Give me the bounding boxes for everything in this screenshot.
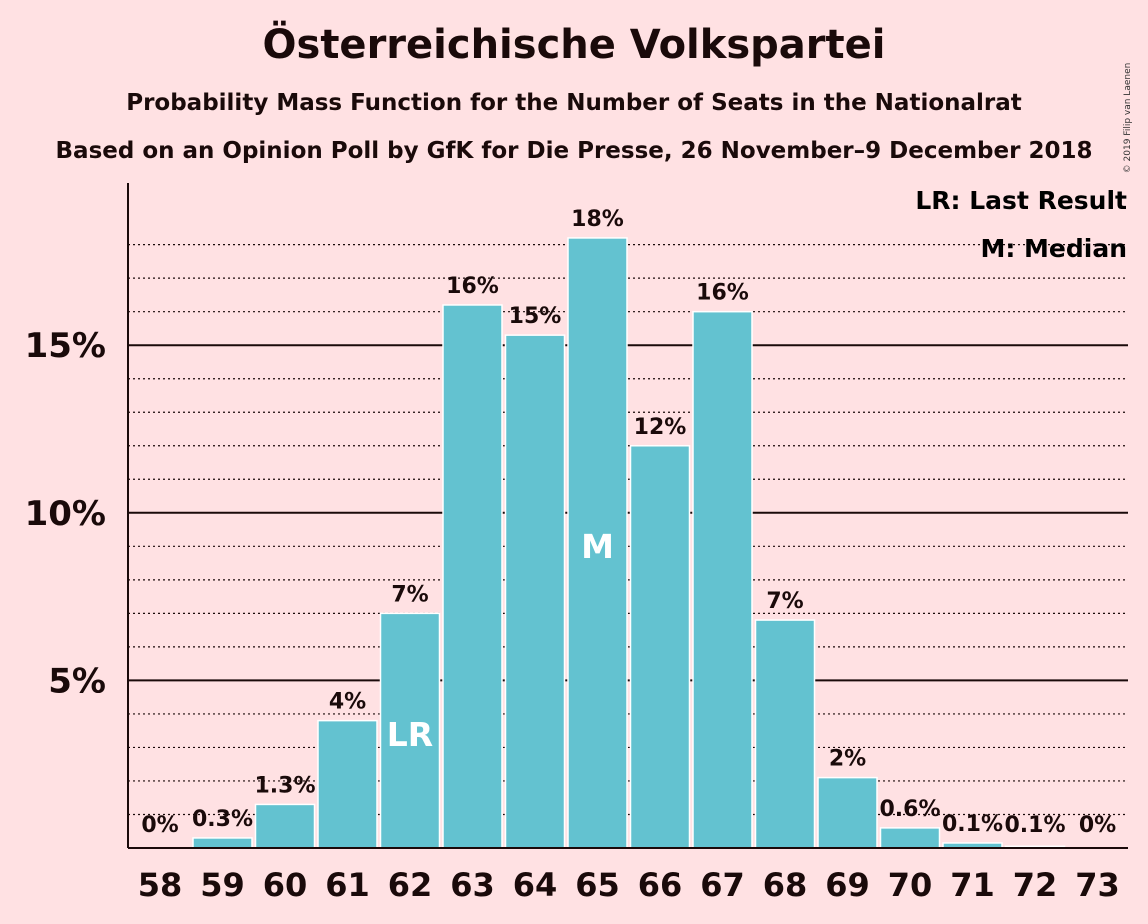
chart-subtitle: Probability Mass Function for the Number… <box>126 90 1022 116</box>
x-tick-label: 62 <box>388 866 433 904</box>
bar-seat-66 <box>629 445 691 849</box>
data-label: 0.1% <box>942 812 1003 837</box>
bar-seat-59 <box>192 837 253 849</box>
median-marker: M <box>581 527 614 566</box>
bar-seat-67 <box>692 310 753 849</box>
x-tick-label: 72 <box>1013 866 1058 904</box>
x-tick-label: 66 <box>638 866 683 904</box>
x-tick-label: 59 <box>200 866 245 904</box>
x-tick-label: 73 <box>1075 866 1120 904</box>
bar-seat-68 <box>754 619 816 849</box>
y-tick-label: 10% <box>25 494 106 534</box>
data-label: 16% <box>696 281 749 306</box>
data-label: 15% <box>509 304 562 329</box>
y-tick-label: 15% <box>25 326 106 366</box>
data-label: 7% <box>766 589 803 614</box>
bars <box>192 237 1066 849</box>
data-label: 16% <box>446 274 499 299</box>
value-labels: 0% 0.3%1.3% 4% 7% LR 16% 15% 18% M 12% 16% 7% 2% 0.6%… <box>141 207 1116 838</box>
data-label: 0% <box>141 813 178 838</box>
data-label: 4% <box>329 690 366 715</box>
x-tick-label: 71 <box>950 866 995 904</box>
x-tick-label: 58 <box>138 866 183 904</box>
legend-last-result: LR: Last Result <box>915 186 1127 215</box>
x-tick-label: 65 <box>575 866 620 904</box>
y-tick-label: 5% <box>48 661 106 701</box>
data-label: 12% <box>634 415 687 440</box>
data-label: 1.3% <box>254 773 315 798</box>
x-tick-label: 64 <box>513 866 558 904</box>
data-label: 0.6% <box>879 797 940 822</box>
bar-seat-64 <box>504 334 566 849</box>
bar-seat-63 <box>442 304 503 849</box>
axes: 5% 10% 15% 58 59 60 61 62 63 64 65 66 67 68 69 70 71 72 73 <box>25 183 1128 904</box>
x-tick-label: 67 <box>700 866 745 904</box>
data-label: 0.1% <box>1004 813 1065 838</box>
x-tick-label: 63 <box>450 866 495 904</box>
last-result-marker: LR <box>387 715 433 754</box>
gridlines <box>128 244 1128 816</box>
bar-seat-69 <box>817 776 878 849</box>
x-tick-label: 70 <box>888 866 933 904</box>
legend-median: M: Median <box>980 234 1127 263</box>
bar-seat-70 <box>879 827 941 849</box>
legend: LR: Last Result M: Median <box>915 186 1127 263</box>
bar-seat-60 <box>254 803 316 849</box>
data-label: 0.3% <box>192 807 253 832</box>
bar-seat-61 <box>317 719 378 849</box>
x-tick-label: 68 <box>763 866 808 904</box>
x-tick-label: 61 <box>325 866 370 904</box>
data-label: 7% <box>391 582 428 607</box>
data-label: 18% <box>571 207 624 232</box>
x-tick-label: 69 <box>825 866 870 904</box>
chart-title: Österreichische Volkspartei <box>262 22 886 68</box>
x-tick-label: 60 <box>263 866 308 904</box>
data-label: 0% <box>1079 813 1116 838</box>
data-label: 2% <box>829 747 866 772</box>
chart-subtitle-source: Based on an Opinion Poll by GfK for Die … <box>55 138 1093 164</box>
